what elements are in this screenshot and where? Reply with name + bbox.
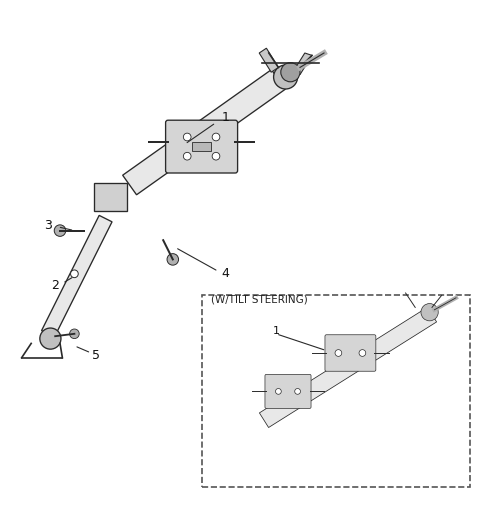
Circle shape — [40, 328, 61, 349]
Circle shape — [212, 133, 220, 141]
Polygon shape — [293, 53, 312, 75]
Text: 1: 1 — [273, 326, 279, 336]
Polygon shape — [94, 182, 127, 211]
Circle shape — [212, 152, 220, 160]
Text: 4: 4 — [222, 267, 229, 280]
Circle shape — [71, 270, 78, 278]
Circle shape — [70, 329, 79, 339]
Circle shape — [54, 225, 66, 236]
Bar — [202, 296, 470, 487]
Circle shape — [274, 65, 298, 89]
Circle shape — [295, 389, 300, 394]
Text: 5: 5 — [92, 349, 100, 362]
Polygon shape — [123, 69, 285, 195]
Circle shape — [421, 304, 438, 321]
Circle shape — [276, 389, 281, 394]
Circle shape — [183, 133, 191, 141]
FancyBboxPatch shape — [265, 374, 311, 409]
Polygon shape — [259, 48, 278, 72]
Text: 1: 1 — [222, 112, 229, 124]
Circle shape — [183, 152, 191, 160]
Circle shape — [167, 253, 179, 265]
Polygon shape — [42, 215, 112, 337]
Circle shape — [359, 350, 366, 356]
Text: (W/TILT STEERING): (W/TILT STEERING) — [211, 295, 308, 305]
Circle shape — [335, 350, 342, 356]
Polygon shape — [259, 307, 437, 428]
Text: 2: 2 — [51, 279, 59, 292]
FancyBboxPatch shape — [325, 335, 376, 371]
Bar — [192, 142, 211, 152]
Circle shape — [281, 63, 300, 82]
FancyBboxPatch shape — [166, 120, 238, 173]
Text: 3: 3 — [44, 219, 52, 232]
